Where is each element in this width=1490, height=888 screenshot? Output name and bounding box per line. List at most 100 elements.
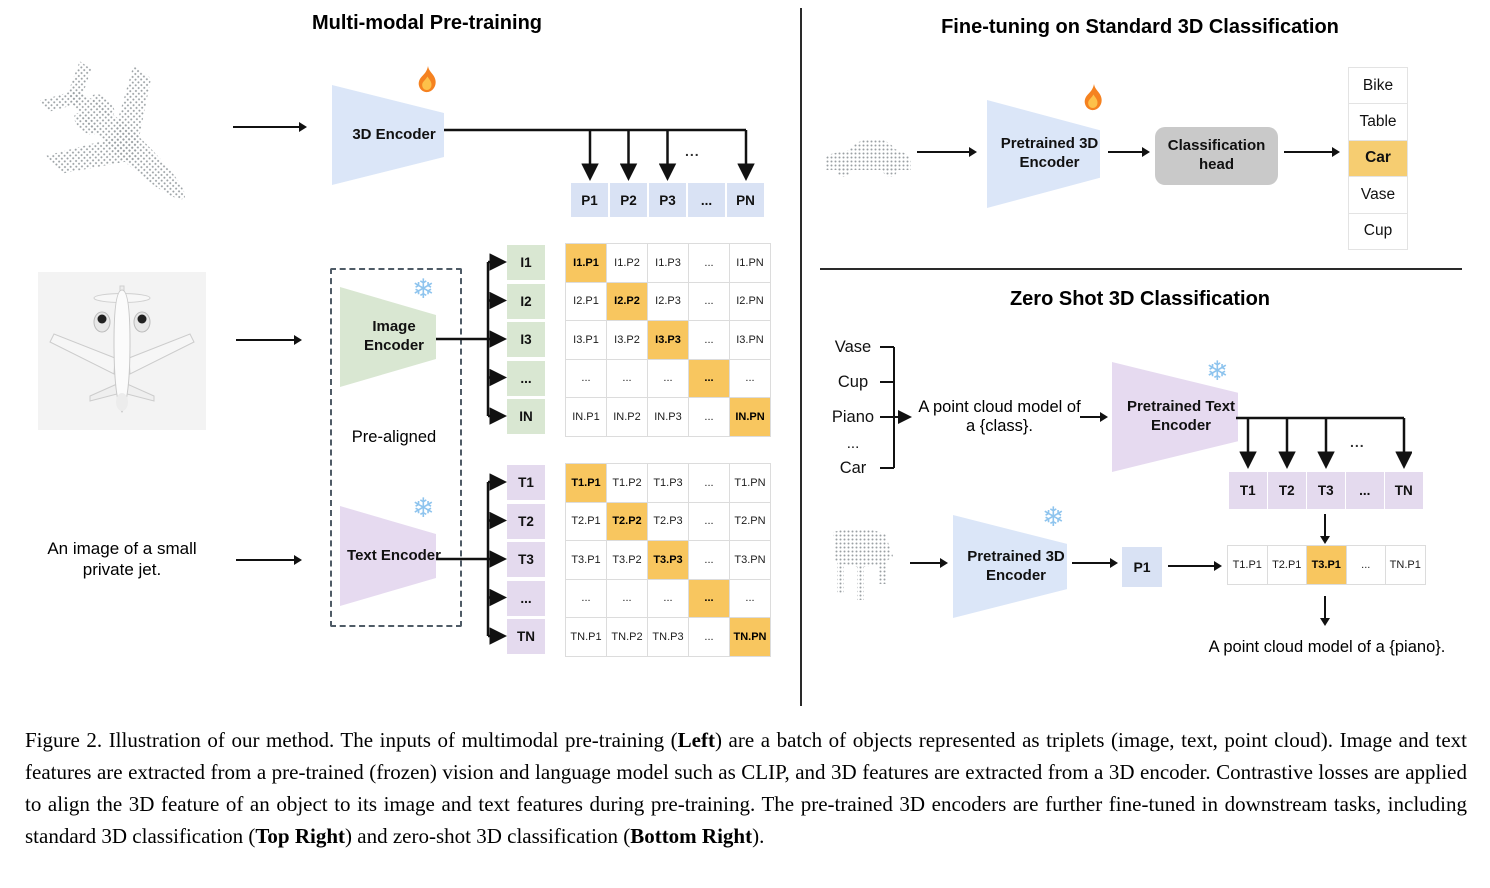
arrow-image-to-image-encoder bbox=[236, 335, 302, 345]
ellipsis-p-connector: ... bbox=[685, 143, 700, 159]
matrix-cell-4-1: TN.P2 bbox=[607, 618, 648, 657]
fire-icon bbox=[418, 66, 436, 93]
arrow-pointcloud-to-3d-encoder bbox=[233, 122, 307, 132]
fine-tuning-title: Fine-tuning on Standard 3D Classificatio… bbox=[941, 16, 1339, 38]
p-feature-row: P1 P2 P3... PN bbox=[571, 183, 764, 217]
matrix-cell-0-4: T1.PN bbox=[730, 464, 771, 503]
airplane-photo bbox=[38, 272, 206, 430]
matrix-cell-0-0: T1.P1 bbox=[566, 464, 607, 503]
result-cell-T3.P1: T3.P1 bbox=[1307, 546, 1347, 585]
matrix-cell-3-3: ... bbox=[689, 579, 730, 618]
result-cell-...: ... bbox=[1346, 546, 1386, 585]
panel-divider-horizontal bbox=[820, 268, 1462, 270]
arrow-encoder-to-head bbox=[1108, 147, 1150, 157]
matrix-cell-3-0: ... bbox=[566, 359, 607, 398]
arrow-head-to-classes bbox=[1284, 147, 1340, 157]
matrix-cell-2-2: T3.P3 bbox=[648, 541, 689, 580]
matrix-cell-3-2: ... bbox=[648, 579, 689, 618]
image-feature-branch-connector bbox=[436, 253, 507, 425]
matrix-cell-2-4: I3.PN bbox=[730, 321, 771, 360]
text-encoder-output-connector bbox=[1236, 416, 1412, 469]
matrix-cell-4-0: IN.P1 bbox=[566, 398, 607, 437]
pre-aligned-box bbox=[330, 268, 462, 627]
zero-shot-result-row: T1.P1 T2.P1 T3.P1... TN.P1 bbox=[1227, 545, 1426, 585]
snowflake-icon-image-encoder: ❄ bbox=[412, 274, 435, 304]
car-point-cloud bbox=[825, 139, 911, 177]
matrix-cell-4-3: ... bbox=[689, 398, 730, 437]
matrix-cell-4-2: IN.P3 bbox=[648, 398, 689, 437]
result-cell-T1.P1: T1.P1 bbox=[1228, 546, 1268, 585]
zero-shot-t-row: T1 T2 T3... TN bbox=[1229, 472, 1423, 509]
3d-encoder-output-connector bbox=[444, 128, 755, 181]
matrix-cell-3-1: ... bbox=[607, 579, 648, 618]
matrix-cell-0-4: I1.PN bbox=[730, 244, 771, 283]
matrix-cell-0-3: ... bbox=[689, 244, 730, 283]
matrix-cell-0-2: I1.P3 bbox=[648, 244, 689, 283]
matrix-cell-4-0: TN.P1 bbox=[566, 618, 607, 657]
matrix-cell-1-4: I2.PN bbox=[730, 282, 771, 321]
left-panel-title: Multi-modal Pre-training bbox=[312, 12, 542, 34]
matrix-cell-1-0: I2.P1 bbox=[566, 282, 607, 321]
cell-Vase: Vase bbox=[834, 338, 872, 356]
arrow-car-to-encoder bbox=[917, 147, 977, 157]
cell-I3: I3 bbox=[507, 322, 545, 357]
matrix-cell-0-2: T1.P3 bbox=[648, 464, 689, 503]
matrix-cell-0-0: I1.P1 bbox=[566, 244, 607, 283]
3d-encoder-label: 3D Encoder bbox=[352, 125, 436, 143]
matrix-cell-2-3: ... bbox=[689, 321, 730, 360]
matrix-cell-0-1: I1.P2 bbox=[607, 244, 648, 283]
matrix-cell-3-2: ... bbox=[648, 359, 689, 398]
matrix-cell-2-1: I3.P2 bbox=[607, 321, 648, 360]
text-similarity-matrix: T1.P1 T1.P2 T1.P3... T1.PN T2.P1 T2.P2 T2.P3..… bbox=[565, 463, 771, 657]
cell-Cup: Cup bbox=[1348, 212, 1408, 250]
zero-shot-title: Zero Shot 3D Classification bbox=[1009, 288, 1271, 310]
image-encoder-label: Image Encoder bbox=[363, 318, 424, 354]
zero-shot-3d-encoder-label: Pretrained 3D Encoder bbox=[967, 547, 1065, 584]
arrow-piano-to-encoder bbox=[910, 558, 948, 568]
cell-...: ... bbox=[507, 580, 545, 616]
cell-T1: T1 bbox=[1229, 472, 1267, 509]
text-feature-branch-connector bbox=[436, 473, 507, 645]
cell-T2: T2 bbox=[1268, 472, 1306, 509]
cell-Table: Table bbox=[1348, 103, 1408, 141]
matrix-cell-2-2: I3.P3 bbox=[648, 321, 689, 360]
matrix-cell-3-0: ... bbox=[566, 579, 607, 618]
matrix-cell-4-1: IN.P2 bbox=[607, 398, 648, 437]
image-caption-text: An image of a small private jet. bbox=[47, 539, 197, 579]
text-encoder-label: Text Encoder bbox=[347, 546, 441, 564]
image-similarity-matrix: I1.P1 I1.P2 I1.P3... I1.PN I2.P1 I2.P2 I2.P3..… bbox=[565, 243, 771, 437]
class-prompt-text: A point cloud model of a {class}. bbox=[918, 398, 1081, 435]
cell-P2: P2 bbox=[610, 183, 647, 217]
matrix-cell-1-2: I2.P3 bbox=[648, 282, 689, 321]
zero-shot-class-names: Vase Cup Piano... Car bbox=[824, 330, 882, 486]
figure-caption: Figure 2. Illustration of our method. Th… bbox=[25, 728, 1467, 848]
cell-TN: TN bbox=[1385, 472, 1423, 509]
cell-...: ... bbox=[1346, 472, 1384, 509]
matrix-cell-2-0: T3.P1 bbox=[566, 541, 607, 580]
cell-Vase: Vase bbox=[1348, 176, 1408, 214]
cell-...: ... bbox=[846, 434, 860, 452]
cell-T3: T3 bbox=[507, 542, 545, 577]
matrix-cell-2-4: T3.PN bbox=[730, 541, 771, 580]
matrix-cell-4-4: TN.PN bbox=[730, 618, 771, 657]
arrow-p1-to-result-row bbox=[1168, 561, 1222, 571]
cell-P1: P1 bbox=[571, 183, 608, 217]
cell-TN: TN bbox=[507, 619, 545, 654]
cell-...: ... bbox=[507, 360, 545, 396]
p1-feature-cell: P1 bbox=[1122, 547, 1162, 587]
matrix-cell-3-4: ... bbox=[730, 579, 771, 618]
ellipsis-t-connector: ... bbox=[1350, 434, 1365, 450]
matrix-cell-4-2: TN.P3 bbox=[648, 618, 689, 657]
cell-Cup: Cup bbox=[837, 373, 869, 391]
pre-aligned-label: Pre-aligned bbox=[351, 428, 437, 446]
cell-Car: Car bbox=[1348, 139, 1408, 178]
matrix-cell-3-4: ... bbox=[730, 359, 771, 398]
matrix-cell-0-3: ... bbox=[689, 464, 730, 503]
cell-I2: I2 bbox=[507, 283, 545, 319]
arrow-encoder-to-p1 bbox=[1072, 558, 1118, 568]
pretrained-3d-encoder-label: Pretrained 3D Encoder bbox=[1000, 135, 1099, 171]
matrix-cell-1-1: T2.P2 bbox=[607, 502, 648, 541]
matrix-cell-1-2: T2.P3 bbox=[648, 502, 689, 541]
matrix-cell-1-4: T2.PN bbox=[730, 502, 771, 541]
